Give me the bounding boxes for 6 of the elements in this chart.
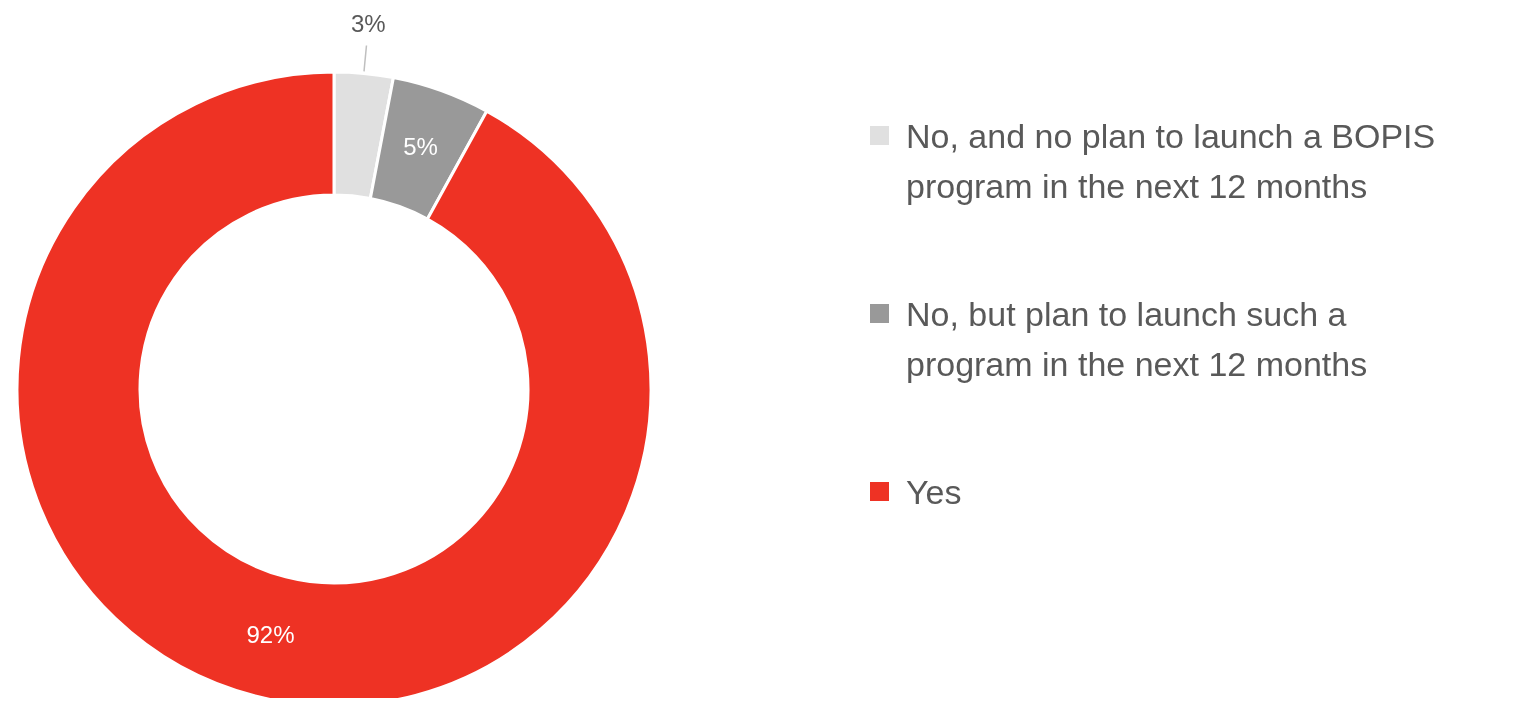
data-label: 3% (351, 9, 386, 37)
legend-label: No, but plan to launch such a program in the next 12 months (906, 295, 1368, 383)
legend-label: No, and no plan to launch a BOPIS program in the next 12 months (906, 117, 1436, 205)
data-label: 92% (246, 620, 295, 648)
legend-label: Yes (906, 473, 962, 511)
data-label: 5% (403, 132, 438, 160)
